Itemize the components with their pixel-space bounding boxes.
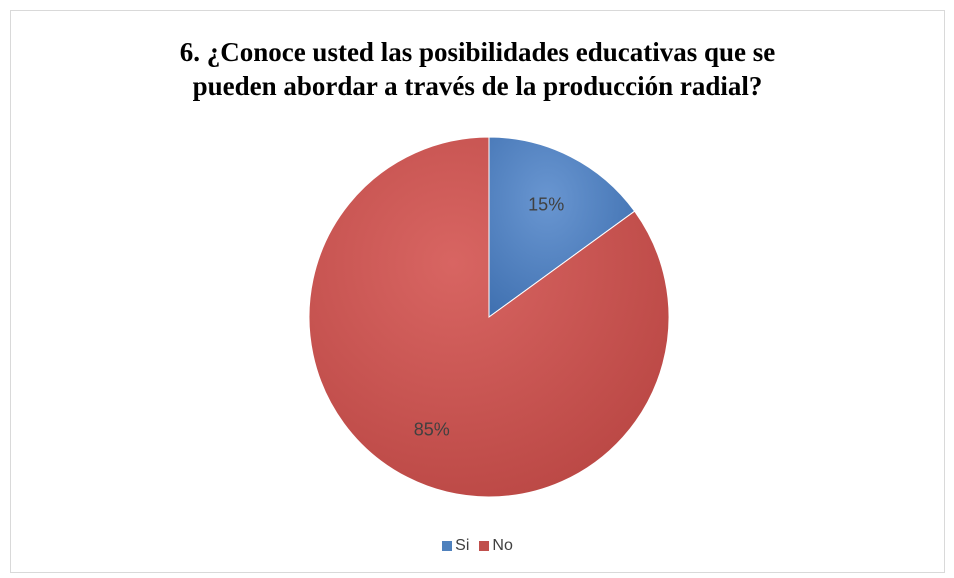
chart-legend: Si No [11, 537, 944, 555]
chart-title-line-2: pueden abordar a través de la producción… [192, 71, 763, 101]
legend-swatch-no [479, 541, 490, 551]
pie-slice-no [308, 136, 670, 498]
legend-label-si: Si [455, 537, 470, 554]
legend-label-no: No [492, 537, 513, 554]
chart-title: 6. ¿Conoce usted las posibilidades educa… [11, 35, 944, 103]
legend-item-no: No [479, 537, 513, 555]
legend-swatch-si [442, 541, 453, 551]
chart-frame: 6. ¿Conoce usted las posibilidades educa… [10, 10, 945, 573]
data-label-no: 85% [414, 419, 450, 439]
pie-slice-si [488, 136, 636, 318]
chart-title-line-1: 6. ¿Conoce usted las posibilidades educa… [179, 37, 776, 67]
pie-chart: 15% 85% [308, 136, 670, 498]
legend-item-si: Si [442, 537, 469, 555]
data-label-si: 15% [528, 195, 564, 215]
